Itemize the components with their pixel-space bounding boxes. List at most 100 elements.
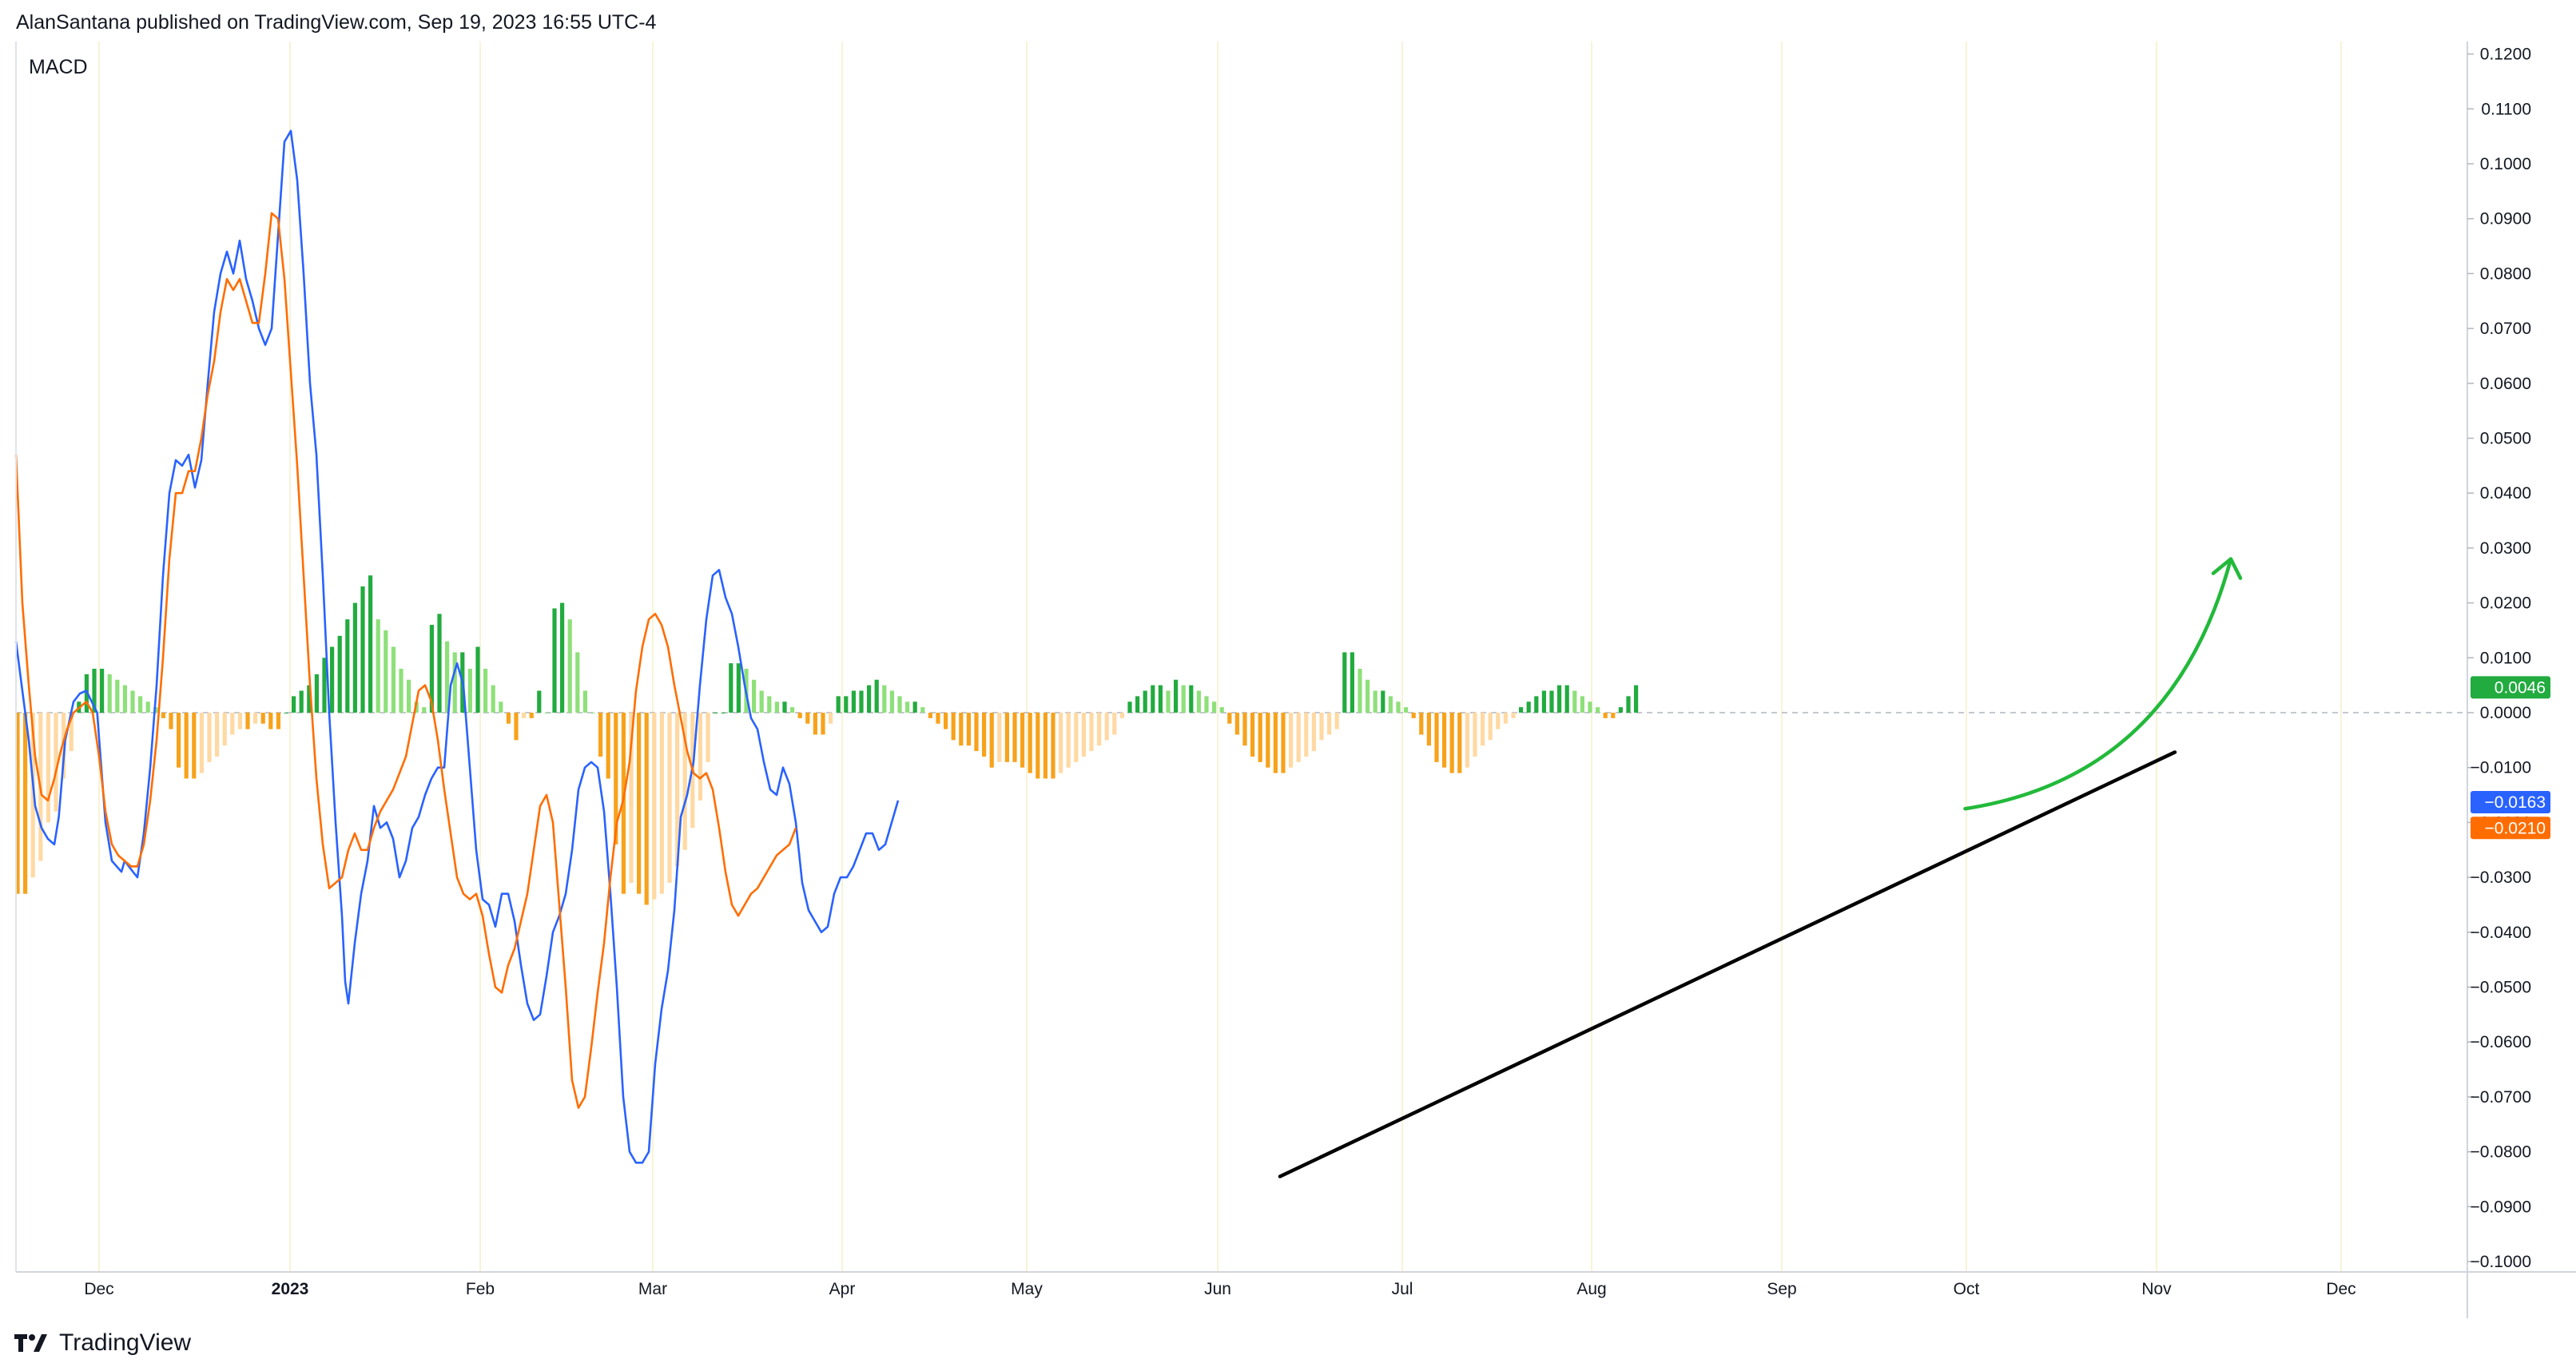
tradingview-logo-icon: [14, 1334, 47, 1352]
histogram-bar: [1174, 679, 1179, 713]
histogram-bar: [966, 713, 971, 746]
histogram-bar: [1158, 685, 1163, 713]
histogram-bar: [1572, 690, 1577, 713]
histogram-bar: [821, 713, 825, 735]
histogram-bar: [1135, 696, 1140, 713]
histogram-bar: [782, 701, 787, 713]
histogram-bar: [1580, 696, 1584, 713]
macd-lines: [14, 129, 900, 1164]
price-axis[interactable]: 0.1200 0.1100 0.1000 0.0900 0.0800 0.0700 0.06…: [2467, 46, 2531, 1271]
histogram-bar: [15, 713, 20, 894]
histogram-bar: [905, 701, 910, 713]
histogram-bar: [974, 713, 979, 752]
histogram-bar: [130, 690, 135, 713]
histogram-bar: [729, 663, 733, 713]
histogram-bar: [292, 696, 296, 713]
drawing-annotations[interactable]: [1278, 557, 2243, 1178]
price-tag-label: 0.0046: [2495, 678, 2546, 697]
histogram-bar: [882, 685, 887, 713]
histogram-bar: [1234, 713, 1239, 735]
histogram-bar: [629, 713, 634, 883]
histogram-bar: [1143, 690, 1147, 713]
histogram-bar: [752, 679, 757, 713]
y-tick-label: 0.0200: [2480, 594, 2531, 613]
histogram-bar: [575, 652, 580, 713]
histogram-bar: [759, 690, 764, 713]
histogram-bar: [997, 713, 1002, 762]
histogram-bar: [959, 713, 964, 746]
histogram-bar: [506, 713, 511, 724]
histogram-bar: [1541, 690, 1546, 713]
histogram-bar: [467, 669, 472, 713]
histogram-bar: [1618, 707, 1623, 713]
y-tick-label: 0.1000: [2480, 155, 2531, 173]
histogram-bar: [928, 713, 932, 718]
histogram-bar: [912, 701, 917, 713]
y-tick-label: 0.0700: [2480, 320, 2531, 338]
x-tick-label: Dec: [84, 1280, 113, 1298]
footer-brand-name: TradingView: [59, 1329, 192, 1356]
histogram-bar: [30, 713, 35, 878]
histogram-bar: [1212, 701, 1217, 713]
histogram-bar: [1388, 696, 1393, 713]
histogram-bar: [951, 713, 956, 741]
histogram-bar: [598, 713, 603, 757]
y-tick-label: −0.1000: [2471, 1253, 2532, 1271]
histogram-bar: [1151, 685, 1155, 713]
histogram-bar: [1381, 690, 1385, 713]
histogram-bar: [813, 713, 817, 735]
histogram-bar: [1465, 713, 1469, 768]
histogram-bar: [652, 713, 657, 900]
histogram-bar: [345, 619, 350, 713]
histogram-bar: [177, 713, 181, 768]
histogram-bar: [46, 713, 50, 823]
histogram-bar: [621, 713, 626, 894]
histogram-bar: [1097, 713, 1102, 746]
histogram-bar: [1012, 713, 1017, 762]
histogram-bar: [1342, 652, 1347, 713]
histogram-bar: [1366, 679, 1370, 713]
y-tick-label: 0.0100: [2480, 649, 2531, 667]
histogram-bar: [851, 690, 856, 713]
histogram-bar: [1496, 713, 1501, 729]
histogram-bar: [115, 679, 120, 713]
histogram-bar: [422, 707, 427, 713]
histogram-bar: [260, 713, 265, 724]
time-axis[interactable]: Dec 2023 Feb Mar Apr May Jun Jul Aug Sep Oct Nov Dec: [84, 1280, 2355, 1298]
histogram-bar: [1311, 713, 1316, 752]
histogram-bar: [1227, 713, 1232, 724]
x-tick-label: Jul: [1392, 1280, 1413, 1298]
histogram-bar: [322, 658, 327, 713]
histogram-bar: [1250, 713, 1255, 757]
histogram-bar: [790, 707, 795, 713]
histogram-bar: [1373, 690, 1377, 713]
histogram-bar: [1181, 685, 1186, 713]
histogram-bar: [376, 619, 380, 713]
histogram-bar: [844, 696, 849, 713]
histogram-bar: [1189, 685, 1194, 713]
y-tick-label: 0.0900: [2480, 210, 2531, 228]
histogram-bar: [445, 641, 450, 713]
histogram-bar: [1404, 707, 1409, 713]
histogram-bar: [1204, 696, 1209, 713]
histogram-bar: [1457, 713, 1462, 773]
histogram-bar: [499, 701, 503, 713]
histogram-bar: [522, 713, 527, 718]
histogram-bar: [1603, 713, 1608, 718]
y-tick-label: 0.0600: [2480, 375, 2531, 393]
x-tick-label: Apr: [829, 1280, 856, 1298]
histogram-bar: [307, 685, 312, 713]
histogram-bar: [62, 713, 66, 779]
histogram-bar: [237, 713, 242, 729]
histogram-bar: [452, 652, 457, 713]
y-tick-label: −0.0100: [2471, 759, 2532, 777]
price-tags: 0.0046 −0.0163 −0.0210: [2471, 676, 2550, 840]
histogram-bar: [330, 646, 335, 713]
footer-branding[interactable]: TradingView: [14, 1329, 191, 1357]
x-tick-label: Jun: [1204, 1280, 1231, 1298]
histogram-bar: [1089, 713, 1094, 752]
arrow-curve: [1963, 557, 2233, 811]
histogram-bar: [582, 690, 587, 713]
histogram-bar: [1289, 713, 1294, 768]
